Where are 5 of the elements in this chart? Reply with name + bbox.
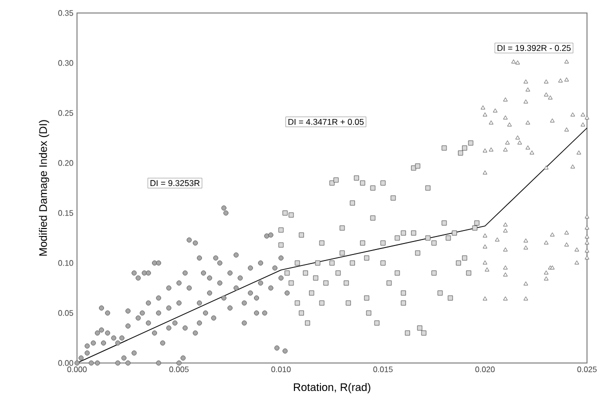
x-axis-title: Rotation, R(rad)	[294, 383, 370, 394]
annotation: DI = 4.3471R + 0.05	[288, 118, 364, 125]
annotation: DI = 9.3253R	[150, 180, 200, 186]
annotation: DI = 19.392R - 0.25	[498, 45, 571, 51]
y-axis-title: Modified Damage Index (DI)	[38, 120, 50, 256]
